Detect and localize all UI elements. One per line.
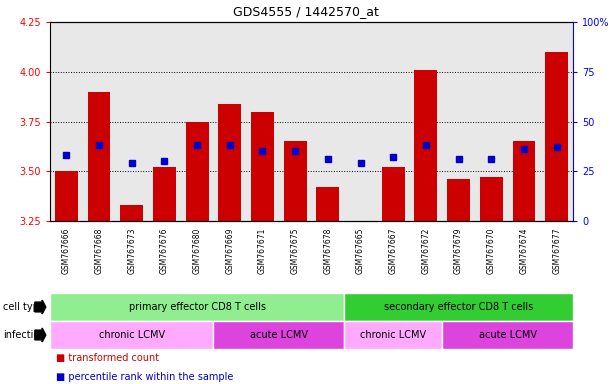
Bar [312,22,344,221]
Bar [442,22,475,221]
Bar [246,22,279,221]
Bar [414,70,437,221]
Bar [251,111,274,221]
Bar [218,104,241,221]
Bar [284,141,307,221]
Bar [120,205,143,221]
Text: cell type: cell type [3,302,45,312]
Bar [153,167,176,221]
Bar [475,22,508,221]
Bar [540,22,573,221]
Bar [480,177,503,221]
Bar [377,22,409,221]
Bar [181,22,213,221]
Text: primary effector CD8 T cells: primary effector CD8 T cells [128,302,266,312]
Bar [279,22,312,221]
Text: infection: infection [3,330,46,340]
Bar [186,121,208,221]
Bar [87,92,111,221]
Bar [115,22,148,221]
Bar [148,22,181,221]
Bar [82,22,115,221]
Text: acute LCMV: acute LCMV [478,330,536,340]
Bar [316,187,339,221]
Bar [508,22,540,221]
Text: chronic LCMV: chronic LCMV [360,330,426,340]
Text: ■ transformed count: ■ transformed count [56,353,159,363]
Text: secondary effector CD8 T cells: secondary effector CD8 T cells [384,302,533,312]
Bar [447,179,470,221]
Bar [513,141,535,221]
Text: GDS4555 / 1442570_at: GDS4555 / 1442570_at [233,5,378,18]
Text: acute LCMV: acute LCMV [250,330,308,340]
Bar [382,167,404,221]
Bar [213,22,246,221]
Text: ■ percentile rank within the sample: ■ percentile rank within the sample [56,372,233,382]
Bar [50,22,82,221]
Bar [545,52,568,221]
Bar [344,22,377,221]
Text: chronic LCMV: chronic LCMV [98,330,165,340]
Bar [409,22,442,221]
Bar [55,171,78,221]
